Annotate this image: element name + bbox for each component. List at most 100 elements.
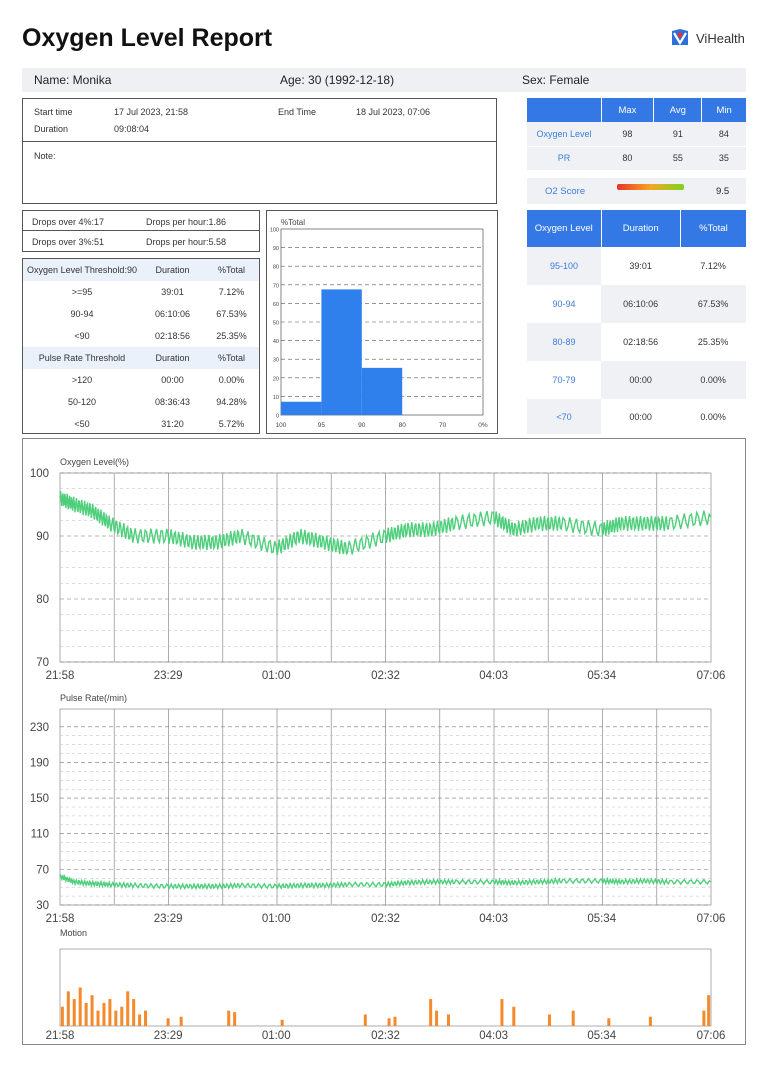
o2-score-value: 9.5 xyxy=(716,186,730,197)
motion-bar xyxy=(138,1014,142,1026)
table-row: 70-79 00:00 0.00% xyxy=(527,361,746,399)
table-cell: 98 xyxy=(622,128,633,139)
table-row: 95-100 39:01 7.12% xyxy=(527,247,746,285)
x-tick-label: 02:32 xyxy=(371,913,400,925)
motion-bar xyxy=(108,999,112,1026)
x-tick-label: 05:34 xyxy=(587,913,616,925)
motion-bar xyxy=(446,1014,450,1026)
motion-bar xyxy=(72,999,76,1026)
histogram-y-tick: 60 xyxy=(273,302,279,308)
vihealth-logo-icon xyxy=(672,29,688,46)
motion-bar xyxy=(435,1010,439,1026)
x-tick-label: 23:29 xyxy=(154,913,183,925)
pulse-chart-title: Pulse Rate(/min) xyxy=(60,693,127,703)
histogram-y-tick: 90 xyxy=(273,246,279,252)
motion-bar xyxy=(227,1010,231,1026)
start-time-label: Start time xyxy=(34,107,73,117)
x-tick-label: 07:06 xyxy=(697,670,726,682)
table-cell: 02:18:56 xyxy=(601,323,681,361)
x-tick-label: 01:00 xyxy=(262,1030,291,1042)
motion-bar xyxy=(144,1010,148,1026)
x-tick-label: 23:29 xyxy=(154,1030,183,1042)
end-time-value: 18 Jul 2023, 07:06 xyxy=(356,107,431,117)
duration-row-label: 90-94 xyxy=(527,285,601,323)
table-row: 90-94 06:10:06 67.53% xyxy=(527,285,746,323)
table-cell: 90-94 xyxy=(70,309,94,319)
oxygen-chart-series-line xyxy=(59,490,712,556)
table-cell: 80 xyxy=(622,153,633,164)
table-row: <90 02:18:56 25.35% xyxy=(23,325,259,347)
table-cell: 5.72% xyxy=(218,419,245,429)
divider xyxy=(23,230,259,231)
motion-bar xyxy=(78,987,82,1026)
table-row: >120 00:00 0.00% xyxy=(23,369,259,391)
table-cell: <90 xyxy=(74,331,90,341)
threshold-table: Oxygen Level Threshold:90 Duration %Tota… xyxy=(23,259,259,435)
table-cell: 55 xyxy=(672,153,683,164)
oxygen-chart-y-tick: 80 xyxy=(36,594,49,606)
motion-bar xyxy=(132,999,136,1026)
histogram-box: %Total 0 10 20 30 40 50 60 70 80 90 100 100 95 90 80 70 0… xyxy=(266,210,498,434)
table-cell: 7.12% xyxy=(680,247,746,285)
patient-sex: Sex: Female xyxy=(522,73,590,87)
threshold-header-cell: Duration xyxy=(155,353,190,363)
table-cell: 94.28% xyxy=(216,397,247,407)
o2-score-row: O2 Score 9.5 xyxy=(527,178,746,204)
x-tick-label: 01:00 xyxy=(262,670,291,682)
summary-header-cell: Max xyxy=(601,98,655,122)
histogram-x-tick: 100 xyxy=(276,422,287,429)
pulse-chart-y-tick: 70 xyxy=(36,864,49,876)
table-cell: 00:00 xyxy=(601,361,681,399)
x-tick-label: 21:58 xyxy=(46,1030,75,1042)
motion-bar xyxy=(702,1010,706,1026)
x-tick-label: 02:32 xyxy=(371,670,400,682)
histogram-chart: %Total 0 10 20 30 40 50 60 70 80 90 100 100 95 90 80 70 0… xyxy=(270,218,488,429)
table-cell: 06:10:06 xyxy=(601,285,681,323)
threshold-header-cell: Oxygen Level Threshold:90 xyxy=(27,265,137,275)
histogram-bar xyxy=(321,289,362,415)
x-tick-label: 21:58 xyxy=(46,670,75,682)
x-tick-label: 05:34 xyxy=(587,670,616,682)
summary-row-label: Oxygen Level xyxy=(536,128,592,139)
table-cell: 7.12% xyxy=(218,287,245,297)
motion-bar xyxy=(648,1016,652,1026)
table-cell: 91 xyxy=(672,128,683,139)
threshold-header-cell: %Total xyxy=(218,353,246,363)
motion-bar xyxy=(500,999,504,1026)
x-tick-label: 04:03 xyxy=(479,1030,508,1042)
table-row: <50 31:20 5.72% xyxy=(23,413,259,435)
table-row: 50-120 08:36:43 94.28% xyxy=(23,391,259,413)
table-row: <70 00:00 0.00% xyxy=(527,399,746,434)
pulse-chart-y-tick: 230 xyxy=(30,722,49,734)
pulse-chart-y-tick: 30 xyxy=(36,900,49,912)
drops-over-4: Drops over 4%:17 xyxy=(32,217,105,227)
drops-per-hour-1: Drops per hour:1.86 xyxy=(146,217,227,227)
duration-row-label: <70 xyxy=(527,399,601,434)
motion-bar xyxy=(60,1006,64,1026)
duration-value: 09:08:04 xyxy=(114,124,150,134)
pulse-chart-y-tick: 190 xyxy=(30,757,49,769)
histogram-y-tick: 20 xyxy=(273,376,279,382)
threshold-o2-header-row: Oxygen Level Threshold:90 Duration %Tota… xyxy=(23,259,259,281)
pulse-chart-y-tick: 110 xyxy=(31,829,49,841)
start-time-value: 17 Jul 2023, 21:58 xyxy=(114,107,189,117)
o2-score-gradient-bar xyxy=(617,184,684,190)
table-cell: 08:36:43 xyxy=(155,397,191,407)
table-row: Oxygen Level 98 91 84 xyxy=(527,122,746,146)
duration-table-box: Oxygen Level Duration %Total 95-100 39:0… xyxy=(527,210,746,434)
threshold-pr-header-row: Pulse Rate Threshold Duration %Total xyxy=(23,347,259,369)
oxygen-chart-y-tick: 90 xyxy=(36,531,49,543)
brand: ViHealth xyxy=(670,28,745,48)
oxygen-chart-title: Oxygen Level(%) xyxy=(60,457,129,467)
o2-score-label: O2 Score xyxy=(545,186,586,197)
summary-row-label: PR xyxy=(557,153,571,164)
histogram-x-tick: 80 xyxy=(399,422,407,429)
motion-bar xyxy=(512,1006,516,1026)
motion-bar xyxy=(607,1018,611,1026)
motion-bar xyxy=(393,1016,397,1026)
threshold-header-cell: Duration xyxy=(155,265,190,275)
table-row: PR 80 55 35 xyxy=(527,146,746,170)
summary-header-row: Max Avg Min xyxy=(527,98,746,122)
table-row: 90-94 06:10:06 67.53% xyxy=(23,303,259,325)
divider xyxy=(23,141,496,142)
